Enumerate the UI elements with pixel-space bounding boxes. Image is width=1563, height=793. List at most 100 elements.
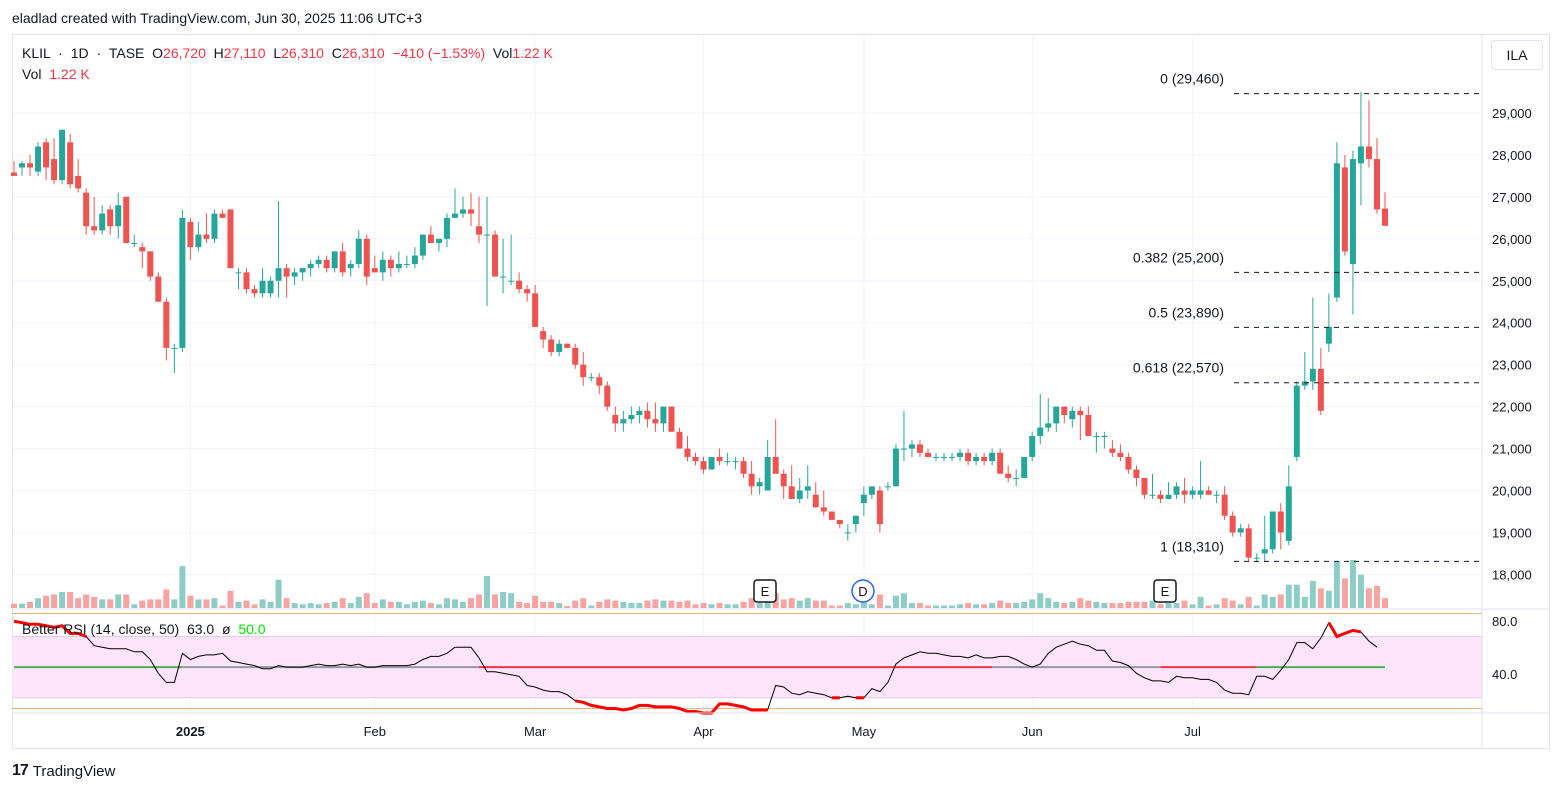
volume-bar — [476, 594, 483, 608]
dividend-marker-icon — [851, 579, 875, 603]
volume-bar — [997, 600, 1004, 608]
rsi-extreme-segment — [13, 619, 87, 638]
candle-body — [508, 280, 515, 282]
volume-bar — [339, 598, 346, 608]
volume-bar — [692, 604, 699, 608]
candle-body — [1101, 435, 1108, 437]
candle-body — [604, 385, 611, 407]
candle-body — [748, 473, 755, 487]
volume-bar — [1109, 603, 1116, 608]
candle-body — [484, 234, 491, 236]
candle-body — [1269, 511, 1276, 550]
candle-body — [219, 213, 226, 218]
candle-body — [275, 268, 282, 281]
candle-body — [925, 452, 931, 457]
candle-body — [580, 364, 587, 378]
candle-body — [676, 431, 683, 449]
candle-body — [989, 452, 996, 462]
volume-bar — [1037, 593, 1044, 608]
candle-body — [1189, 490, 1196, 495]
volume-bar — [251, 604, 258, 608]
volume-bar — [820, 600, 827, 608]
volume-bar — [965, 603, 972, 608]
volume-bar — [844, 603, 851, 608]
candle-body — [957, 452, 964, 457]
volume-bar — [355, 596, 362, 608]
volume-bar — [804, 598, 811, 608]
volume-bar — [628, 603, 635, 608]
legend-exchange: TASE — [108, 45, 145, 61]
volume-bar — [147, 599, 154, 608]
fib-level-label: 0.618 (22,570) — [1133, 360, 1224, 376]
fib-level-label: 0.382 (25,200) — [1133, 249, 1224, 265]
volume-bar — [892, 595, 899, 608]
candle-body — [724, 461, 731, 463]
volume-bar — [283, 598, 290, 608]
tradingview-brand[interactable]: 17 TradingView — [12, 762, 115, 780]
volume-bar — [1125, 601, 1132, 608]
price-tick-label: 28,000 — [1492, 148, 1532, 163]
volume-bar — [331, 601, 338, 608]
candle-body — [1293, 385, 1300, 457]
volume-bar — [11, 603, 17, 608]
volume-bar — [1382, 598, 1388, 608]
legend-symbol[interactable]: KLIL — [22, 45, 51, 61]
volume-bar — [459, 601, 466, 608]
volume-bar — [540, 601, 547, 608]
volume-bar — [989, 603, 996, 608]
time-tick-label: 2025 — [176, 724, 205, 739]
volume-bar — [451, 599, 458, 608]
candle-body — [876, 490, 883, 525]
currency-button[interactable]: ILA — [1491, 40, 1543, 70]
candle-body — [1165, 494, 1172, 499]
candle-body — [836, 519, 843, 525]
volume-legend: Vol 1.22 K — [22, 66, 90, 82]
candle-body — [796, 490, 803, 499]
candle-body — [379, 259, 386, 273]
candle-body — [1117, 452, 1124, 457]
candle-body — [427, 234, 434, 243]
volume-bar — [1253, 605, 1260, 608]
earnings-marker-label: E — [761, 584, 770, 599]
volume-bar — [1365, 588, 1372, 608]
candle-body — [1109, 448, 1116, 453]
candle-body — [1317, 368, 1324, 411]
candle-body — [764, 456, 771, 491]
volume-bar — [1333, 561, 1340, 608]
legend-change: −410 (−1.53%) — [392, 45, 486, 61]
volume-bar — [957, 604, 964, 608]
candle-body — [612, 415, 619, 424]
volume-bar — [275, 579, 282, 608]
candle-body — [1309, 368, 1316, 382]
volume-bar — [179, 566, 186, 608]
candle-body — [163, 301, 170, 348]
price-tick-label: 29,000 — [1492, 106, 1532, 121]
candle-body — [716, 456, 723, 462]
legend-close-value: 26,310 — [341, 45, 385, 61]
volume-bar — [1085, 600, 1092, 608]
candle-body — [1021, 456, 1028, 478]
candle-body — [371, 268, 378, 273]
candle-body — [596, 377, 603, 386]
volume-bar — [267, 601, 274, 608]
candle-body — [1133, 469, 1140, 478]
candle-body — [620, 419, 627, 424]
volume-bar — [484, 576, 491, 608]
fib-level-label: 0.5 (23,890) — [1149, 304, 1225, 320]
volume-bar — [1029, 599, 1036, 608]
volume-bar — [868, 604, 875, 608]
volume-bar — [67, 592, 74, 608]
candle-body — [692, 456, 699, 462]
candle-body — [828, 511, 835, 520]
candle-body — [323, 259, 330, 269]
volume-bar — [1357, 574, 1364, 608]
candle-body — [1157, 494, 1164, 499]
candle-body — [572, 347, 579, 365]
volume-bar — [788, 598, 795, 608]
candle-body — [139, 247, 146, 252]
volume-bar — [532, 595, 539, 608]
volume-bar — [1149, 600, 1156, 608]
candle-body — [363, 238, 370, 277]
volume-bar — [219, 605, 226, 608]
